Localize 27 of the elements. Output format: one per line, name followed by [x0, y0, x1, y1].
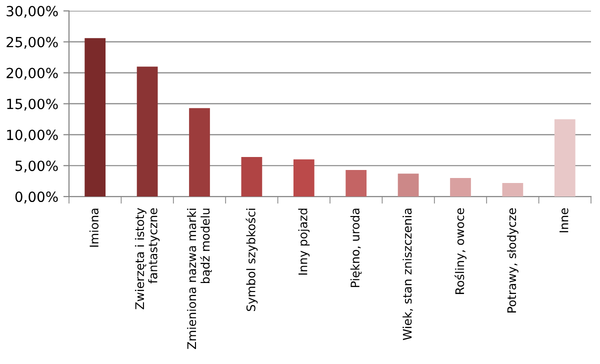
- y-tick-label: 0,00%: [15, 192, 58, 204]
- y-tick-label: 10,00%: [7, 130, 58, 142]
- x-tick-label: Inne: [560, 208, 568, 232]
- bar: [554, 119, 576, 197]
- bar: [346, 170, 367, 197]
- bar: [189, 108, 210, 197]
- y-tick-label: 25,00%: [6, 36, 58, 49]
- x-tick-label: Symbol szybkości: [246, 208, 258, 312]
- y-tick-label: 15,00%: [7, 98, 58, 111]
- y-tick-label: 5,00%: [16, 160, 58, 173]
- y-tick-label: 20,00%: [6, 68, 58, 80]
- x-tick-label: Inny pojazd: [298, 208, 310, 275]
- bar: [450, 178, 471, 197]
- x-tick-label: Zwierzęta i istoty fantastyczne: [134, 208, 160, 310]
- x-tick-label: Imiona: [89, 208, 99, 247]
- bar: [241, 156, 262, 197]
- x-tick-label: Piękno, uroda: [350, 208, 362, 287]
- bar: [502, 182, 524, 197]
- x-tick-label: Potrawy, słodycze: [506, 208, 518, 312]
- bar: [293, 159, 314, 197]
- y-tick-label: 30,00%: [6, 6, 58, 18]
- x-tick-label: Rośliny, owoce: [454, 208, 466, 294]
- x-tick-label: Wiek, stan zniszczenia: [402, 208, 413, 340]
- bar: [398, 174, 419, 197]
- bar: [136, 66, 158, 197]
- bar: [84, 38, 106, 197]
- x-tick-label: Zmieniona nazwa marki bądź modelu: [187, 208, 212, 349]
